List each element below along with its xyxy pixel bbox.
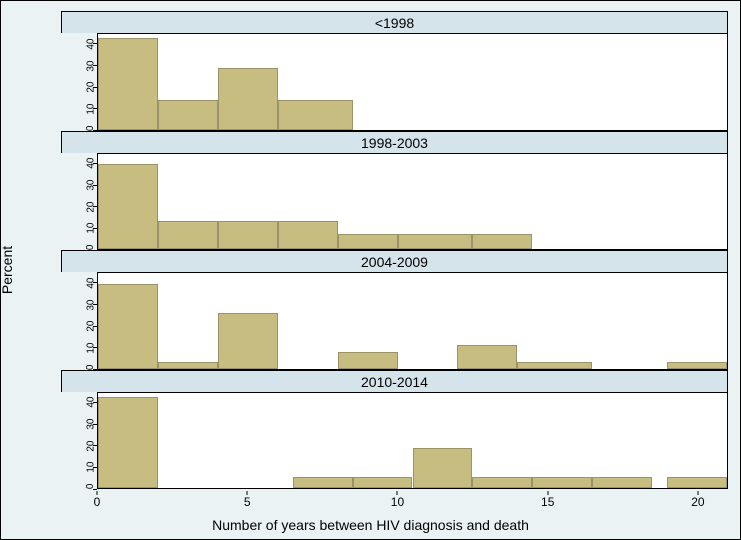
histogram-bar (413, 448, 473, 488)
histogram-bar (158, 362, 218, 368)
histogram-bar (98, 38, 158, 129)
y-ticks: 010203040 (61, 392, 97, 490)
y-ticks: 010203040 (61, 33, 97, 131)
histogram-bar (457, 345, 517, 368)
x-tick-label: 5 (244, 495, 251, 509)
x-tick-label: 15 (541, 495, 554, 509)
histogram-bar (293, 477, 353, 488)
figure-container: Percent <19980102030401998-2003010203040… (0, 0, 741, 540)
panel: 2010-2014010203040 (61, 370, 728, 490)
histogram-bar (532, 477, 592, 488)
plot-area (97, 153, 728, 251)
histogram-bar (278, 221, 338, 249)
plot-area (97, 392, 728, 490)
panels-container: <19980102030401998-20030102030402004-200… (61, 11, 728, 489)
panel-title: 1998-2003 (61, 131, 728, 153)
plot-area (97, 272, 728, 370)
histogram-bar (218, 68, 278, 130)
panel-title: <1998 (61, 11, 728, 33)
x-ticks-row: 0 5 10 15 20 (61, 491, 728, 509)
histogram-bar (398, 234, 473, 249)
histogram-bar (98, 284, 158, 369)
panel-plot-wrap: 010203040 (61, 272, 728, 370)
histogram-bar (158, 221, 218, 249)
panel: 2004-2009010203040 (61, 250, 728, 370)
x-tick-label: 10 (391, 495, 404, 509)
histogram-bar (517, 362, 592, 368)
panel-plot-wrap: 010203040 (61, 33, 728, 131)
histogram-bar (667, 477, 727, 488)
panel: <1998010203040 (61, 11, 728, 131)
histogram-bar (218, 313, 278, 368)
panel-title: 2010-2014 (61, 370, 728, 392)
histogram-bar (98, 164, 158, 249)
histogram-bar (592, 477, 652, 488)
y-ticks: 010203040 (61, 272, 97, 370)
x-tick-label: 0 (94, 495, 101, 509)
histogram-bar (218, 221, 278, 249)
y-ticks: 010203040 (61, 153, 97, 251)
histogram-bar (278, 100, 353, 130)
x-tick-label: 20 (691, 495, 704, 509)
panel-plot-wrap: 010203040 (61, 392, 728, 490)
histogram-bar (338, 234, 398, 249)
x-axis-title: Number of years between HIV diagnosis an… (1, 517, 740, 533)
histogram-bar (338, 352, 398, 369)
panel-plot-wrap: 010203040 (61, 153, 728, 251)
y-axis-title: Percent (0, 246, 15, 294)
histogram-bar (158, 100, 218, 130)
panel: 1998-2003010203040 (61, 131, 728, 251)
panel-title: 2004-2009 (61, 250, 728, 272)
histogram-bar (472, 234, 532, 249)
histogram-bar (667, 362, 727, 368)
histogram-bar (472, 477, 532, 488)
histogram-bar (98, 397, 158, 488)
histogram-bar (353, 477, 413, 488)
plot-area (97, 33, 728, 131)
